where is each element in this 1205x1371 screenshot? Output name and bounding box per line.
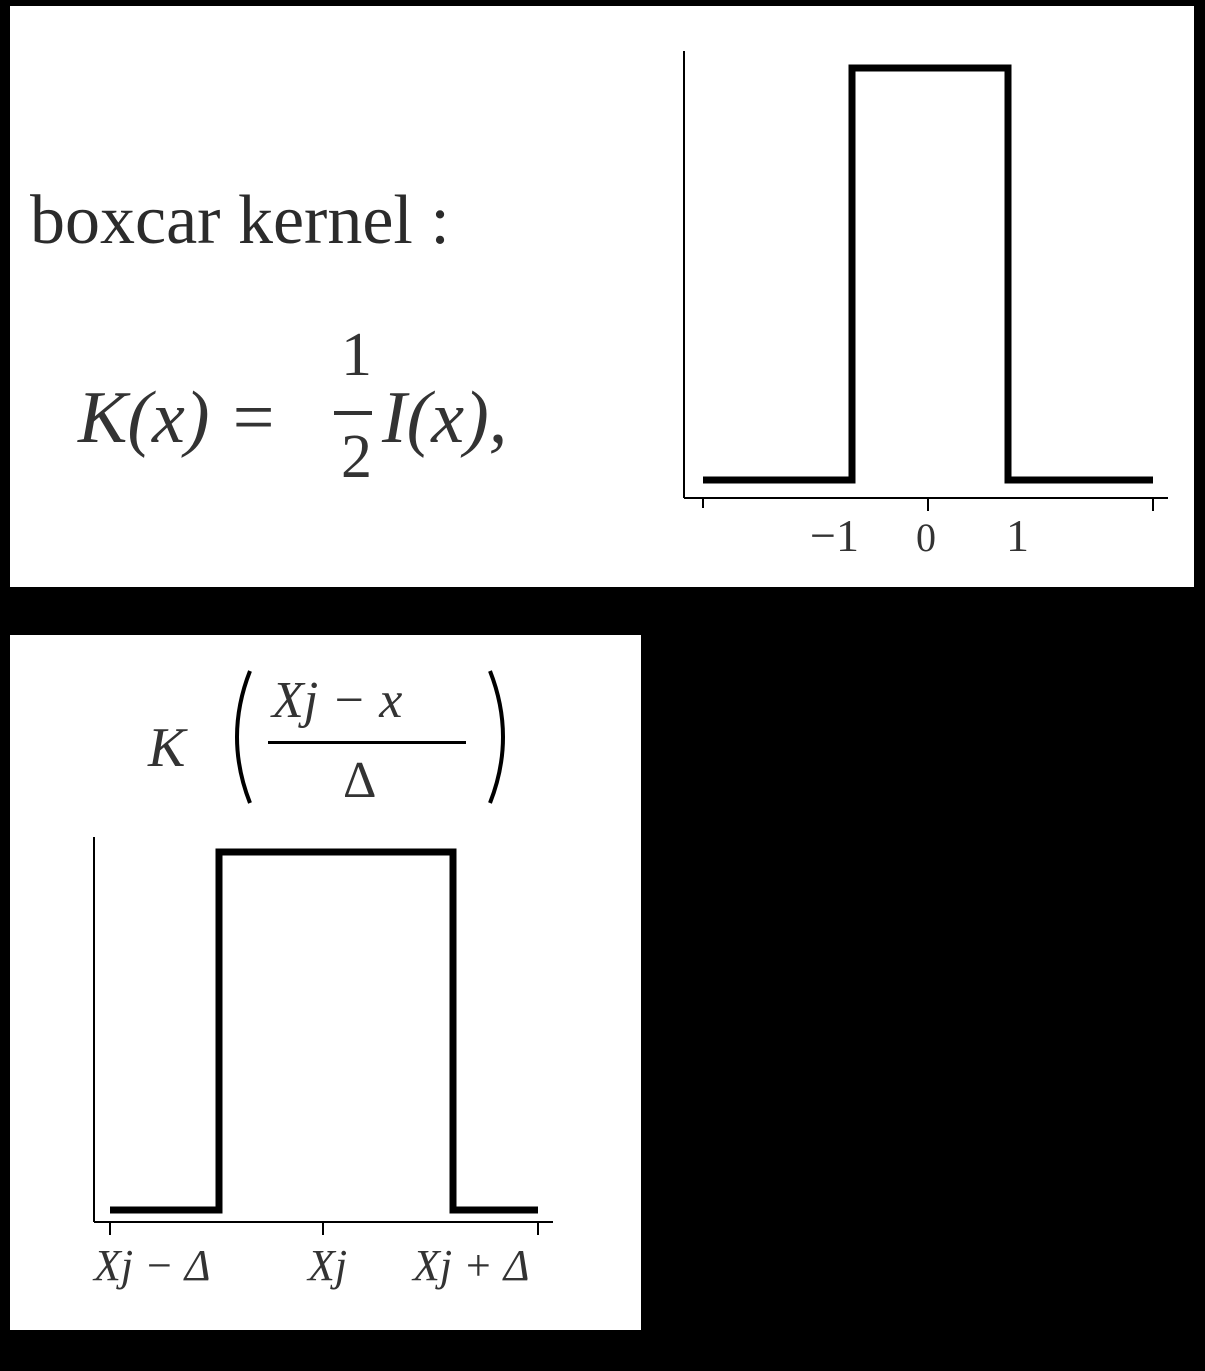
left-paren	[235, 670, 252, 804]
formula-rhs: I(x),	[382, 377, 508, 459]
scaled-formula-prefix: K	[148, 717, 186, 779]
top-tick-label-0: 0	[916, 515, 936, 560]
scaled-formula-bar	[268, 741, 466, 744]
scaled-formula-numerator: Xj − x	[272, 672, 403, 729]
bottom-tick-label-center: Xj	[306, 1241, 347, 1290]
formula-lhs: K(x) =	[78, 377, 278, 459]
top-kernel-plot: −1 0 1	[683, 51, 1168, 561]
top-tick-label-1: 1	[1006, 510, 1029, 561]
top-panel: boxcar kernel : K(x) = 1 2 I(x), −1 0 1	[10, 6, 1194, 587]
bottom-tick-label-right: Xj + Δ	[411, 1241, 530, 1290]
right-paren	[488, 670, 505, 804]
formula-frac-denominator: 2	[341, 423, 372, 491]
scaled-formula-denominator: Δ	[343, 752, 377, 809]
top-box-curve	[703, 64, 1153, 484]
formula-frac-bar	[334, 411, 372, 415]
formula-frac-numerator: 1	[341, 321, 372, 389]
bottom-panel: K Xj − x Δ Xj − Δ Xj Xj + Δ	[10, 635, 641, 1330]
bottom-kernel-plot: Xj − Δ Xj Xj + Δ	[92, 837, 553, 1290]
bottom-tick-label-left: Xj − Δ	[92, 1241, 211, 1290]
bottom-box-curve	[110, 848, 538, 1214]
boxcar-title: boxcar kernel :	[30, 182, 450, 259]
top-tick-label-neg1: −1	[810, 510, 859, 561]
